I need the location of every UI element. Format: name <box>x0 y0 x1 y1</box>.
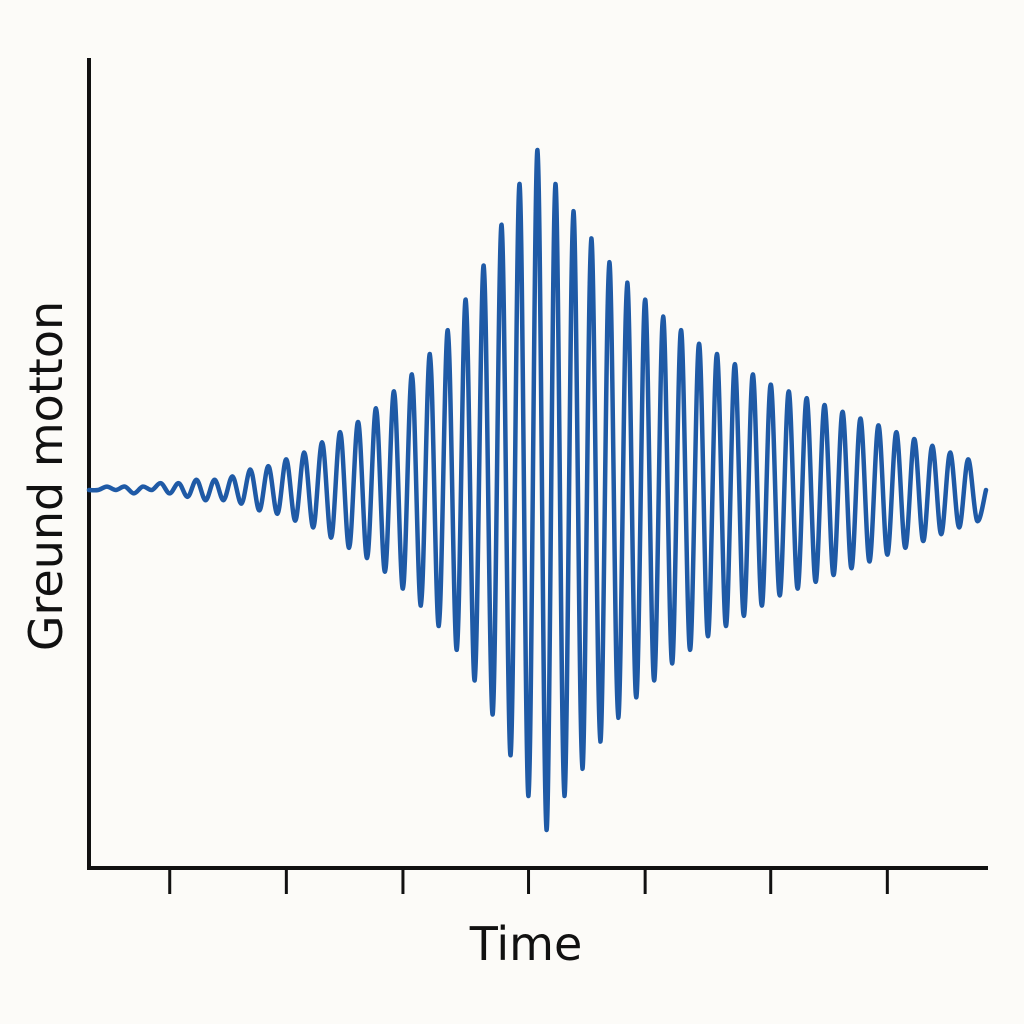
x-axis-label: Time <box>469 917 583 971</box>
x-axis-ticks <box>168 868 889 894</box>
ground-motion-trace <box>86 147 989 833</box>
y-axis-label: Greund motton <box>19 301 73 651</box>
